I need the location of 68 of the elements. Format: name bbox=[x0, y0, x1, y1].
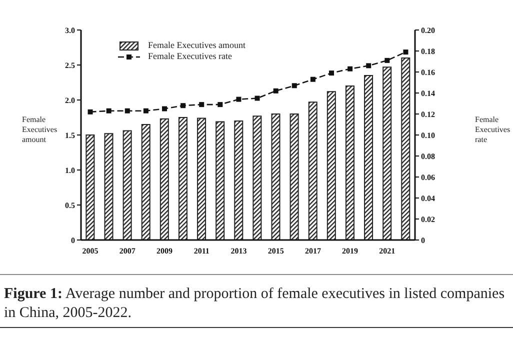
y2-tick-label: 0.10 bbox=[421, 130, 435, 140]
bar bbox=[122, 130, 132, 240]
y-tick-label: 0 bbox=[71, 236, 75, 245]
bar bbox=[345, 86, 354, 240]
y2-tick-label: 0 bbox=[421, 236, 425, 245]
x-tick-label: 2021 bbox=[379, 246, 396, 256]
point bbox=[310, 76, 316, 82]
bar bbox=[290, 114, 299, 240]
y2-tick-label: 0.08 bbox=[421, 152, 435, 161]
y2-tick-label: 0.20 bbox=[421, 26, 435, 35]
bar bbox=[216, 121, 225, 240]
x-tick-label: 2005 bbox=[82, 246, 98, 256]
y2-tick-label: 0.12 bbox=[421, 110, 435, 119]
point bbox=[180, 103, 186, 108]
x-tick-label: 2013 bbox=[230, 246, 247, 256]
point bbox=[384, 58, 390, 63]
point bbox=[366, 63, 372, 68]
bar bbox=[141, 124, 150, 240]
point bbox=[273, 88, 278, 94]
x-tick-label: 2019 bbox=[342, 246, 358, 256]
y2-tick-label: 0.04 bbox=[421, 194, 435, 203]
bar bbox=[271, 114, 280, 240]
y2-tick-label: 0.18 bbox=[421, 46, 435, 56]
bar bbox=[234, 120, 244, 240]
y-tick-label: 3.0 bbox=[65, 26, 75, 35]
point bbox=[236, 96, 242, 102]
point bbox=[348, 66, 353, 72]
x-tick-label: 2011 bbox=[194, 246, 210, 256]
point bbox=[403, 50, 408, 55]
bar bbox=[160, 118, 169, 240]
point bbox=[88, 109, 93, 114]
y2-tick-label: 0.16 bbox=[421, 68, 435, 77]
x-tick-label: 2017 bbox=[304, 246, 321, 256]
x-tick-label: 2015 bbox=[268, 246, 284, 256]
bar bbox=[197, 118, 206, 240]
x-tick-label: 2007 bbox=[119, 246, 136, 256]
point bbox=[292, 83, 297, 88]
legend-label: Female Executives amount bbox=[148, 40, 246, 51]
y2-tick-label: 0.06 bbox=[421, 172, 435, 182]
bar bbox=[401, 58, 410, 240]
y-tick-label: 1.5 bbox=[65, 130, 75, 140]
bar bbox=[104, 133, 114, 240]
point bbox=[329, 70, 334, 76]
y2-axis-title: Female Executives rate bbox=[475, 115, 512, 145]
point bbox=[162, 106, 167, 112]
point bbox=[124, 108, 130, 114]
y-tick-label: 0.5 bbox=[65, 200, 75, 210]
text: Figure 1: Average number and proportion of female executives in listed companies in China, 2005-2022. bbox=[4, 286, 505, 321]
point bbox=[199, 102, 204, 108]
point bbox=[143, 108, 148, 114]
point bbox=[106, 108, 112, 114]
bar bbox=[252, 116, 262, 240]
bar bbox=[308, 102, 318, 240]
y-tick-label: 2.5 bbox=[65, 60, 75, 70]
legend-label: Female Executives rate bbox=[148, 51, 232, 62]
bar bbox=[86, 134, 95, 240]
y2-tick-label: 0.02 bbox=[421, 214, 435, 224]
bar bbox=[178, 117, 188, 240]
y2-tick-label: 0.14 bbox=[421, 88, 435, 98]
bar bbox=[364, 75, 374, 240]
bar bbox=[326, 91, 336, 240]
point bbox=[218, 102, 223, 108]
bar bbox=[382, 66, 392, 240]
y-tick-label: 1.0 bbox=[65, 166, 75, 175]
y-tick-label: 2.0 bbox=[65, 96, 75, 105]
x-tick-label: 2009 bbox=[156, 246, 172, 256]
y-axis-title: Female Executives amount bbox=[22, 115, 58, 144]
point bbox=[254, 96, 260, 101]
